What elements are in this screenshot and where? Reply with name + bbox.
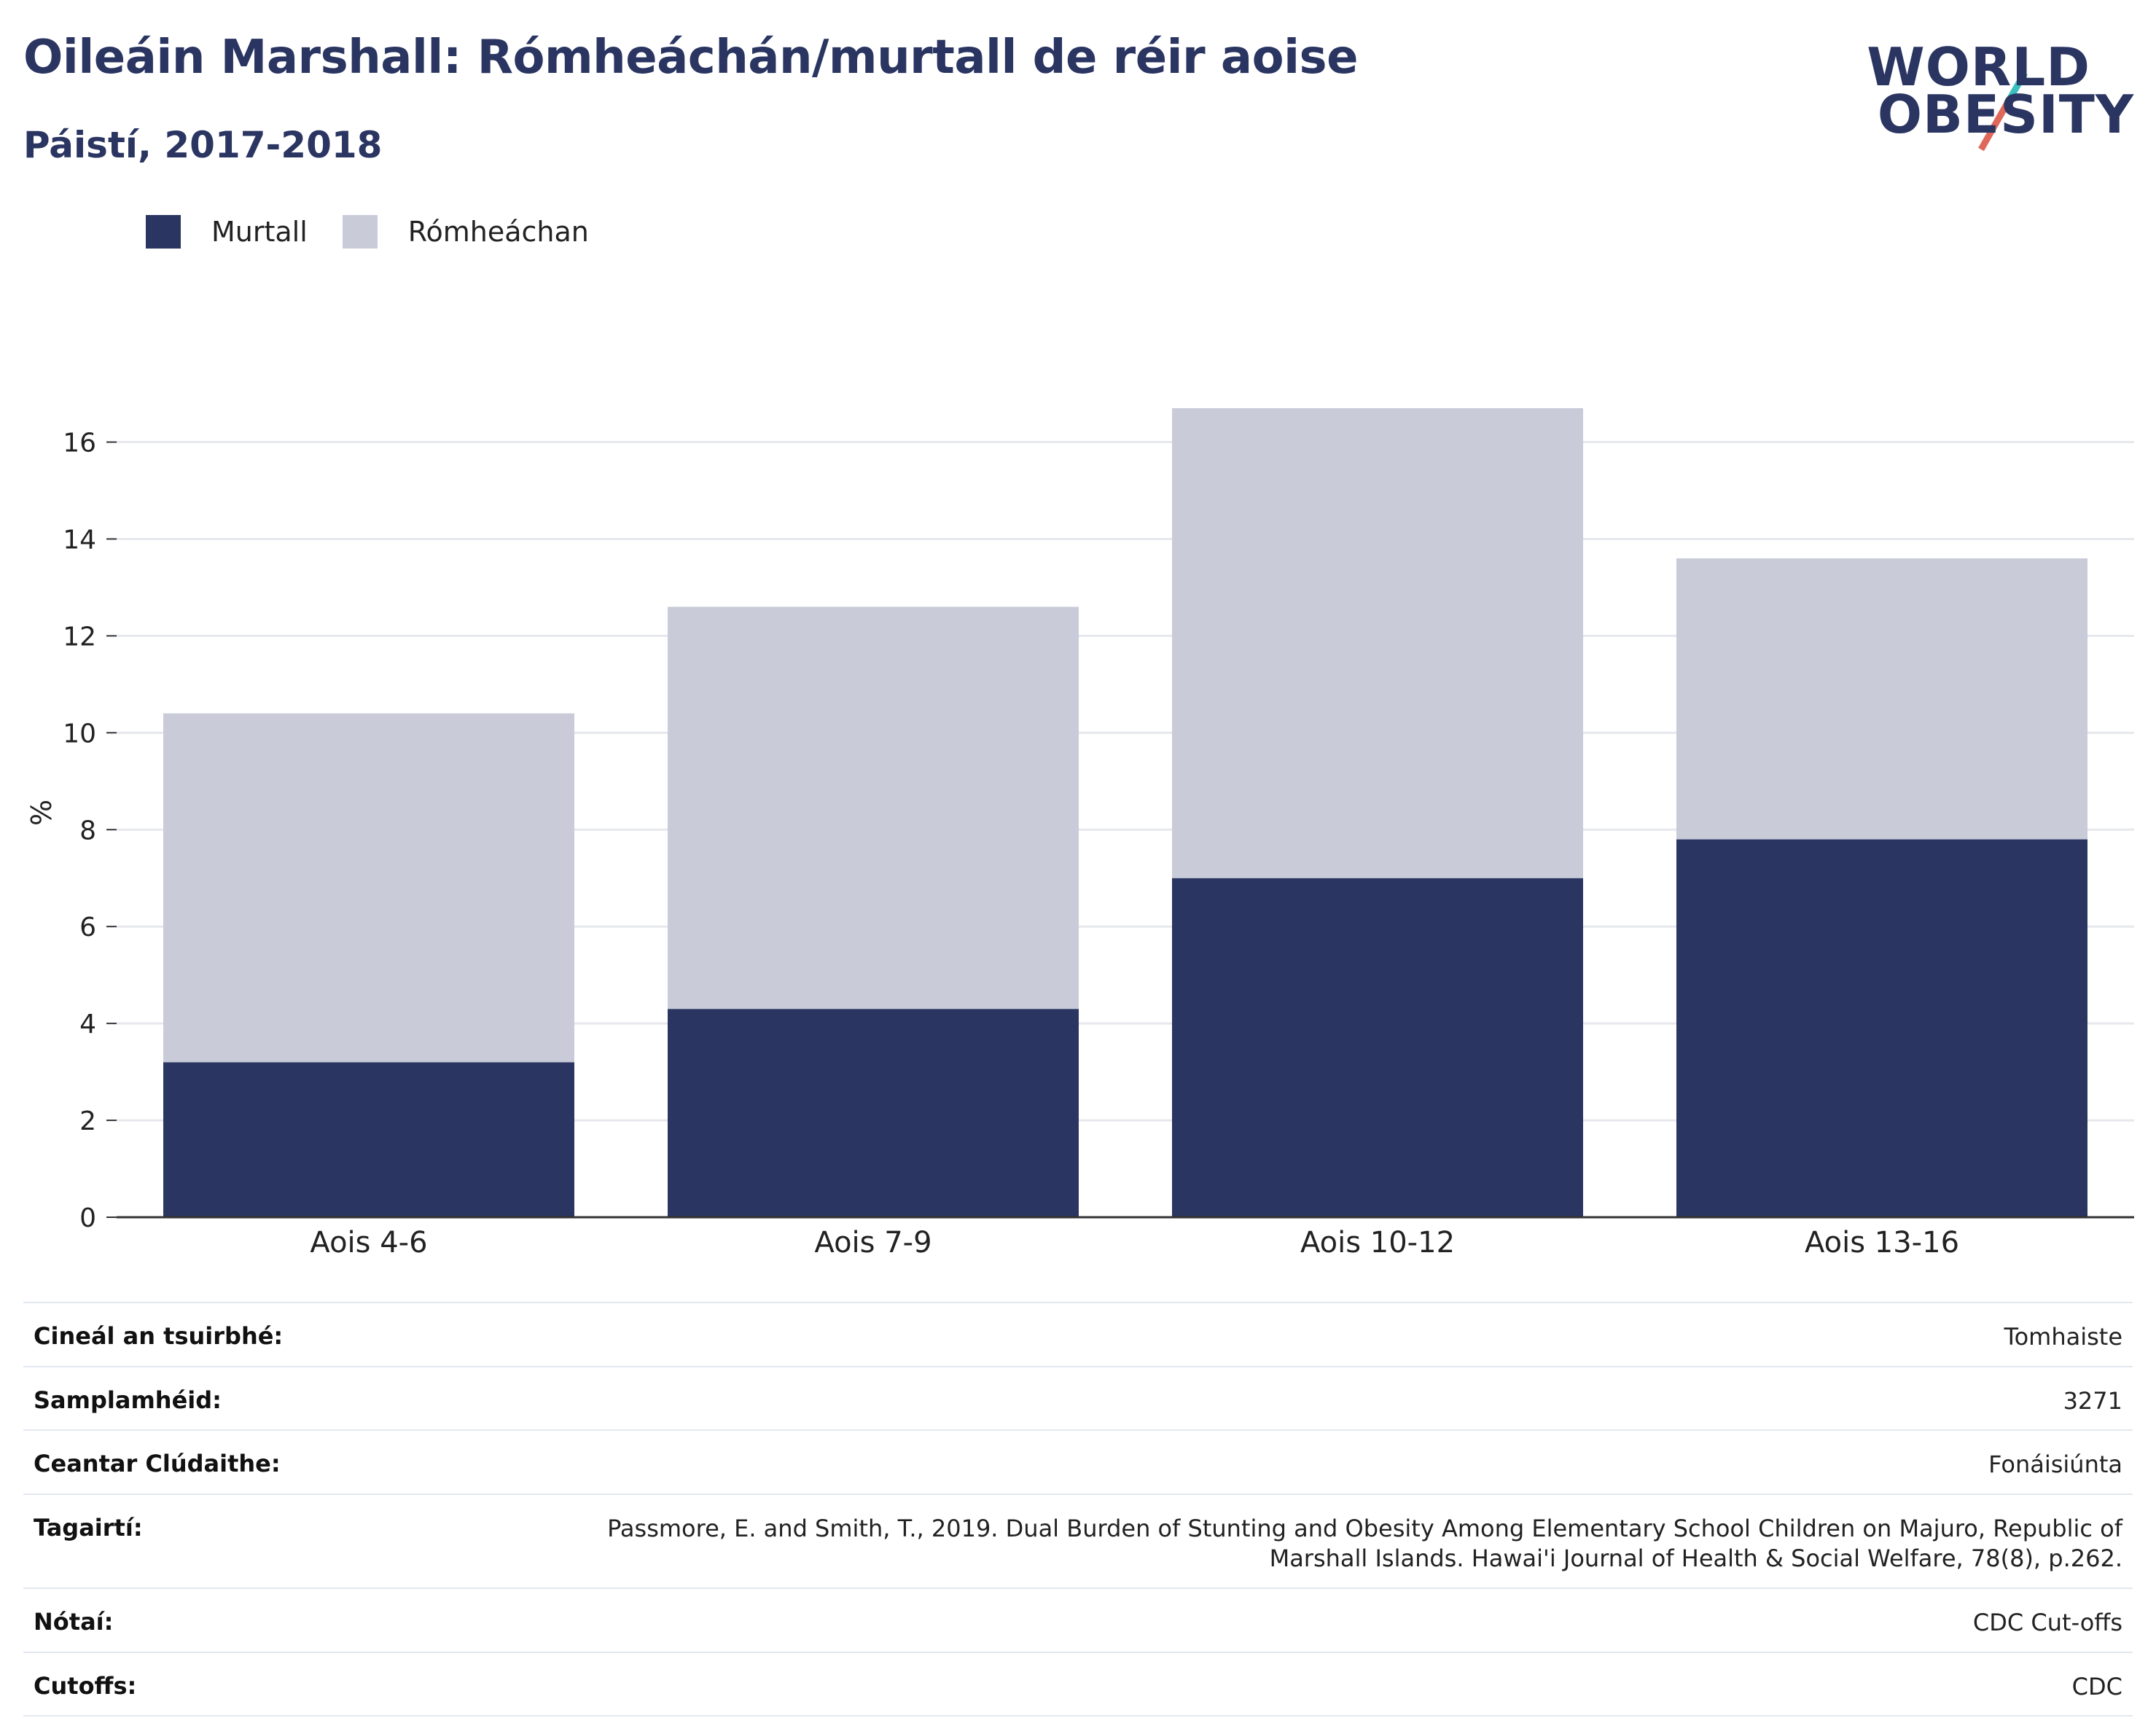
y-axis-label: % xyxy=(26,800,58,826)
info-label: Tagairtí: xyxy=(34,1513,143,1542)
y-tick-label: 12 xyxy=(63,622,96,652)
x-tick-label: Aois 13-16 xyxy=(1805,1226,1959,1260)
bar-murtall xyxy=(163,1062,574,1217)
x-tick-label: Aois 7-9 xyxy=(814,1226,931,1260)
info-row: Samplamhéid: 3271 xyxy=(23,1365,2133,1430)
logo-slash-top xyxy=(2006,71,2028,103)
info-value: Tomhaiste xyxy=(2004,1323,2122,1351)
info-row: Cutoffs: CDC xyxy=(23,1651,2133,1717)
info-label: Cutoffs: xyxy=(34,1671,137,1700)
legend-item-murtall: Murtall xyxy=(146,215,308,249)
bar-murtall xyxy=(668,1009,1079,1217)
legend-swatch-romheachan xyxy=(342,215,378,249)
legend-swatch-murtall xyxy=(146,215,181,249)
info-row: Cineál an tsuirbhé: Tomhaiste xyxy=(23,1302,2133,1366)
y-tick-label: 6 xyxy=(79,913,96,942)
y-tick-label: 4 xyxy=(79,1009,96,1039)
logo-text-world: WORLD xyxy=(1867,36,2090,98)
logo-text-obesity: OBESITY xyxy=(1877,84,2134,145)
bar-murtall xyxy=(1676,839,2087,1217)
info-table: Cineál an tsuirbhé: Tomhaiste Samplamhéid:… xyxy=(23,1302,2133,1717)
bar-romheachan xyxy=(668,606,1079,1009)
y-tick-label: 8 xyxy=(79,816,96,845)
legend-item-romheachan: Rómheáchan xyxy=(342,215,589,249)
info-value: CDC xyxy=(2071,1672,2122,1700)
info-label: Cineál an tsuirbhé: xyxy=(34,1322,284,1350)
chart-legend: Murtall Rómheáchan xyxy=(146,215,624,249)
y-tick-label: 16 xyxy=(63,429,96,458)
logo-slash-icon xyxy=(1978,71,2028,152)
y-tick-label: 0 xyxy=(79,1203,96,1233)
info-value: 3271 xyxy=(2063,1386,2122,1415)
info-value: Passmore, E. and Smith, T., 2019. Dual B… xyxy=(607,1514,2122,1573)
legend-label-romheachan: Rómheáchan xyxy=(407,216,589,248)
info-label: Ceantar Clúdaithe: xyxy=(34,1450,281,1478)
info-row: Ceantar Clúdaithe: Fonáisiúnta xyxy=(23,1429,2133,1493)
info-label: Nótaí: xyxy=(34,1607,114,1636)
y-tick-label: 10 xyxy=(63,719,96,749)
info-value: Fonáisiúnta xyxy=(1988,1450,2122,1479)
bar-murtall xyxy=(1172,878,1583,1217)
chart-subtitle: Páistí, 2017-2018 xyxy=(23,124,383,166)
legend-label-murtall: Murtall xyxy=(211,216,308,248)
x-tick-label: Aois 4-6 xyxy=(310,1226,427,1260)
info-row: Tagairtí: Passmore, E. and Smith, T., 201… xyxy=(23,1493,2133,1587)
y-tick-label: 14 xyxy=(63,525,96,555)
bar-romheachan xyxy=(1172,408,1583,878)
info-label: Samplamhéid: xyxy=(34,1386,222,1414)
info-value: CDC Cut-offs xyxy=(1972,1608,2122,1636)
chart-title: Oileáin Marshall: Rómheáchán/murtall de … xyxy=(23,31,1359,85)
x-tick-label: Aois 10-12 xyxy=(1300,1226,1455,1260)
y-tick-label: 2 xyxy=(79,1106,96,1136)
logo-slash-bottom xyxy=(1978,98,2012,152)
info-row: Nótaí: CDC Cut-offs xyxy=(23,1587,2133,1652)
bar-romheachan xyxy=(163,713,574,1063)
world-obesity-logo: WORLD OBESITY xyxy=(1867,22,2134,153)
bar-romheachan xyxy=(1676,558,2087,840)
bar-chart: 0 2 4 6 8 10 12 14 16% Aois 4-6 Aois 7-9 Aois 10-12… xyxy=(26,408,2134,1260)
